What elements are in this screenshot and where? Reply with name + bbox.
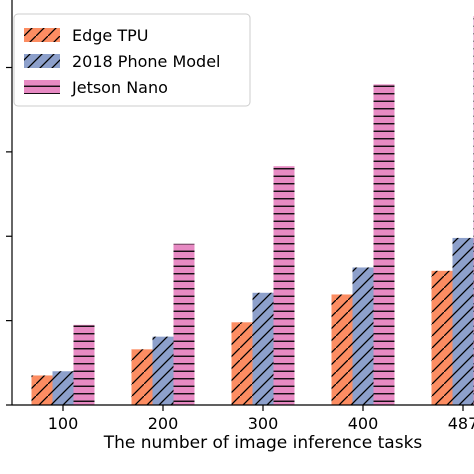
legend: Edge TPU 2018 Phone Model Jetson Nano — [13, 13, 251, 107]
bar — [73, 324, 95, 405]
legend-label: 2018 Phone Model — [72, 52, 221, 71]
bar-hatch — [452, 237, 474, 405]
x-tick-label: 200 — [148, 414, 179, 433]
bar — [273, 166, 295, 405]
bar — [331, 294, 353, 405]
bar-hatch — [331, 294, 353, 405]
legend-item: 2018 Phone Model — [24, 52, 221, 71]
bar — [152, 336, 174, 405]
legend-item: Jetson Nano — [24, 78, 168, 97]
bar-hatch — [231, 322, 253, 405]
bar-hatch — [352, 267, 374, 405]
bar — [231, 322, 253, 405]
bar-hatch — [73, 324, 95, 405]
plot-area: 100 200 300 400 487 — [6, 0, 474, 433]
bar-hatch — [131, 349, 153, 405]
bar — [173, 243, 195, 405]
bar — [373, 84, 395, 405]
bar — [452, 237, 474, 405]
bar-hatch — [31, 375, 53, 405]
bar-hatch — [52, 371, 74, 405]
bar-hatch — [152, 336, 174, 405]
bar — [31, 375, 53, 405]
legend-frame — [13, 13, 251, 107]
x-tick-label: 100 — [48, 414, 79, 433]
bar-hatch — [173, 243, 195, 405]
legend-label: Edge TPU — [72, 26, 148, 45]
bar — [52, 371, 74, 405]
bar-hatch — [252, 292, 274, 405]
x-axis-label: The number of image inference tasks — [103, 433, 423, 453]
bar-hatch — [373, 84, 395, 405]
bar-hatch — [431, 270, 453, 405]
x-tick-label: 400 — [348, 414, 379, 433]
bar — [131, 349, 153, 405]
legend-swatch-hatch — [24, 54, 60, 68]
legend-label: Jetson Nano — [71, 78, 168, 97]
x-tick-label: 300 — [248, 414, 279, 433]
bar — [431, 270, 453, 405]
legend-item: Edge TPU — [24, 26, 148, 45]
legend-swatch-hatch — [24, 80, 60, 94]
bar — [352, 267, 374, 405]
bar — [252, 292, 274, 405]
legend-swatch-hatch — [24, 28, 60, 42]
x-tick-label: 487 — [448, 414, 474, 433]
bar-hatch — [273, 166, 295, 405]
